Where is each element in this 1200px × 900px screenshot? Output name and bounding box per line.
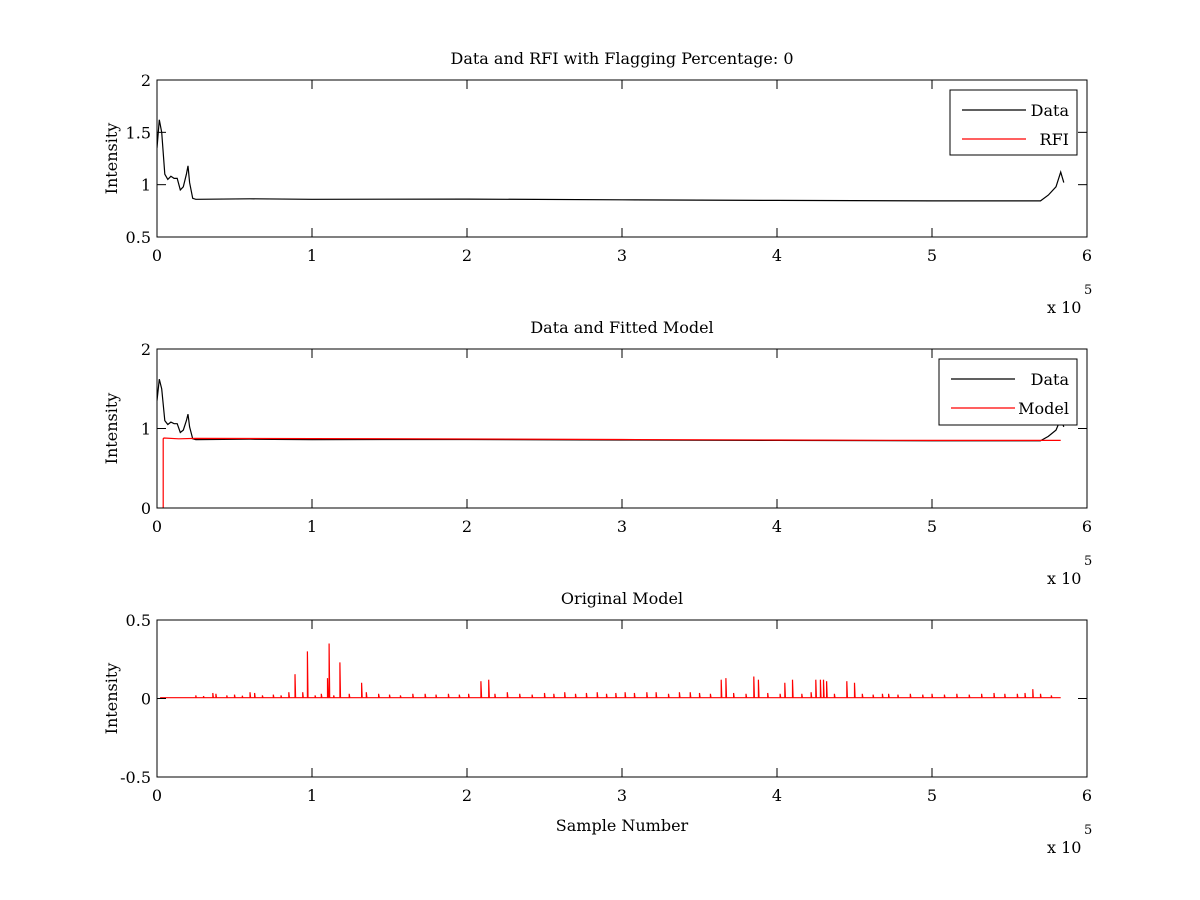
y-tick-label: 2: [141, 71, 151, 90]
y-tick-label: 0.5: [126, 228, 151, 247]
x-axis-multiplier: x 10: [1047, 569, 1081, 588]
series-line-model: [162, 437, 1061, 508]
chart-title: Data and Fitted Model: [530, 318, 713, 337]
legend: Data RFI: [949, 89, 1078, 156]
legend: Data Model: [938, 358, 1078, 426]
y-tick-label: 1: [141, 176, 151, 195]
x-tick-label: 0: [152, 246, 162, 265]
y-tick-label: 0: [141, 690, 151, 709]
x-tick-label: 6: [1082, 786, 1092, 805]
x-tick-label: 2: [462, 517, 472, 536]
plot-area: [157, 119, 1065, 202]
subplot-2: 0 1 2 3 4 5 6 0 1 2 Data and Fitted Model Intensity…: [102, 318, 1092, 588]
legend-label-data: Data: [1031, 101, 1070, 120]
y-tick-label: 0.5: [126, 611, 151, 630]
y-tick-label: 2: [141, 340, 151, 359]
axes-box: [156, 348, 1088, 509]
x-tick-label: 4: [772, 517, 782, 536]
chart-title: Original Model: [561, 589, 683, 608]
x-tick-label: 6: [1082, 517, 1092, 536]
series-line-data: [157, 119, 1065, 202]
x-tick-label: 2: [462, 246, 472, 265]
axes-box: [156, 619, 1088, 778]
x-axis-multiplier: x 10: [1047, 838, 1081, 857]
plot-area: [157, 379, 1065, 508]
y-axis-label: Intensity: [102, 663, 121, 735]
x-axis-multiplier: x 10: [1047, 298, 1081, 317]
y-axis-label: Intensity: [102, 123, 121, 195]
y-tick-label: -0.5: [120, 768, 151, 787]
series-line-model: [160, 643, 1061, 699]
x-tick-label: 0: [152, 786, 162, 805]
plot-area: [160, 643, 1061, 699]
x-axis-multiplier-exponent: 5: [1084, 823, 1092, 838]
legend-label-rfi: RFI: [1040, 130, 1069, 149]
legend-box: [938, 358, 1078, 426]
y-tick-label: 0: [141, 499, 151, 518]
x-tick-label: 1: [307, 517, 317, 536]
x-tick-label: 3: [617, 246, 627, 265]
x-tick-label: 3: [617, 786, 627, 805]
legend-box: [949, 89, 1078, 156]
x-tick-label: 0: [152, 517, 162, 536]
axes-box: [156, 79, 1088, 238]
legend-label-model: Model: [1018, 399, 1069, 418]
x-axis-label: Sample Number: [556, 816, 689, 835]
x-tick-label: 3: [617, 517, 627, 536]
x-tick-label: 5: [927, 517, 937, 536]
y-axis-label: Intensity: [102, 393, 121, 465]
x-axis-multiplier-exponent: 5: [1084, 554, 1092, 569]
legend-label-data: Data: [1031, 370, 1070, 389]
x-tick-label: 4: [772, 246, 782, 265]
x-tick-label: 4: [772, 786, 782, 805]
y-tick-label: 1.5: [126, 123, 151, 142]
x-tick-label: 5: [927, 786, 937, 805]
x-tick-label: 6: [1082, 246, 1092, 265]
x-tick-label: 1: [307, 786, 317, 805]
subplots: 0 1 2 3 4 5 6 0.5 1 1.5 2 Data and RFI with Flaggin…: [102, 49, 1092, 857]
x-tick-label: 2: [462, 786, 472, 805]
chart-title: Data and RFI with Flagging Percentage: 0: [450, 49, 793, 68]
y-tick-label: 1: [141, 420, 151, 439]
subplot-1: 0 1 2 3 4 5 6 0.5 1 1.5 2 Data and RFI with Flaggin…: [102, 49, 1092, 317]
x-tick-label: 1: [307, 246, 317, 265]
x-axis-multiplier-exponent: 5: [1084, 283, 1092, 298]
x-tick-label: 5: [927, 246, 937, 265]
